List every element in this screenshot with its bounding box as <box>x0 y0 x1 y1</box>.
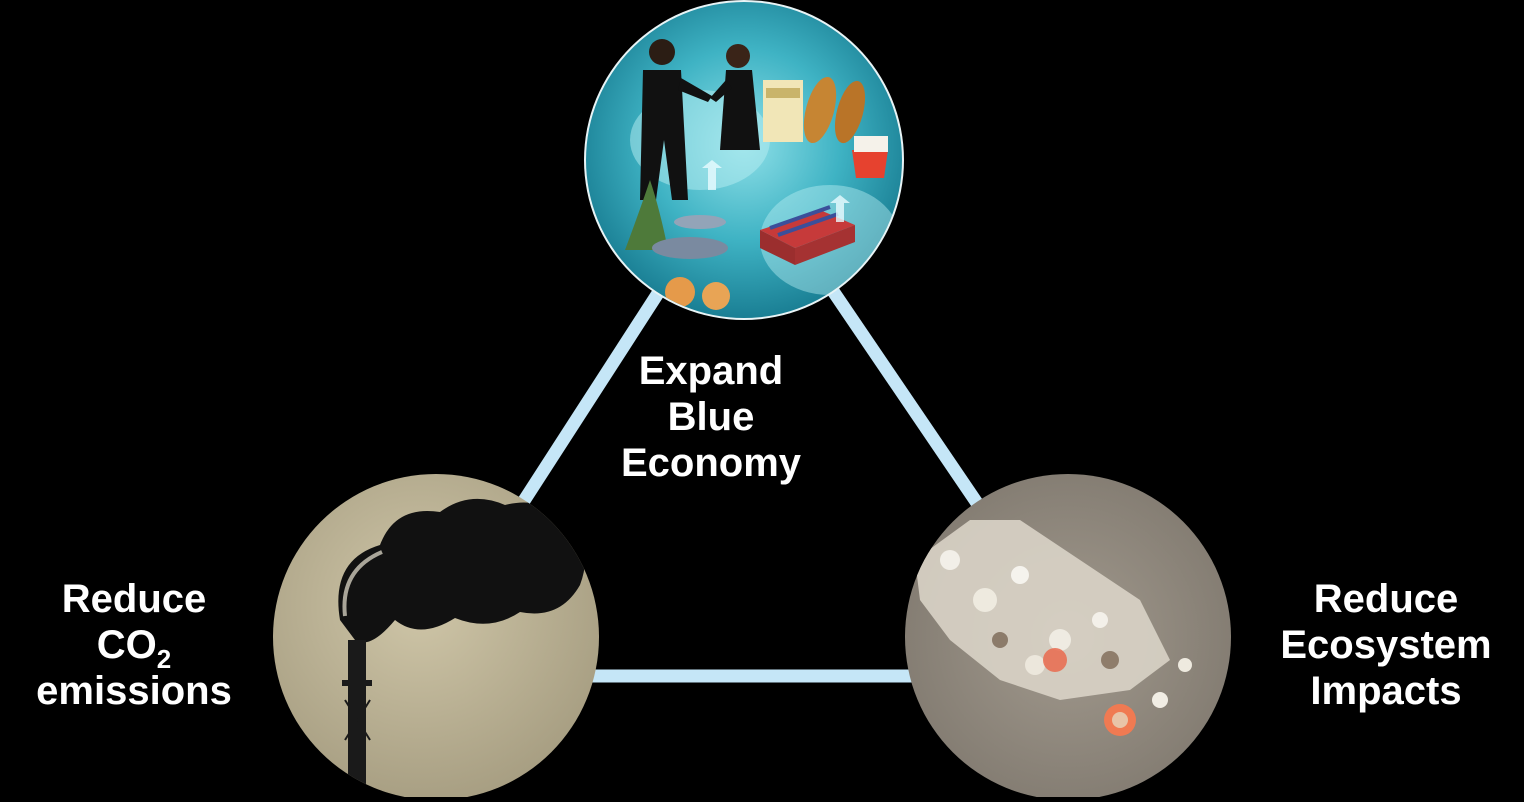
label-line: Expand <box>638 349 784 393</box>
scallop-shell <box>702 282 730 310</box>
label-line-co2: CO2 <box>0 622 268 672</box>
label-line: Impacts <box>1310 669 1462 713</box>
bread-loaf <box>803 76 837 144</box>
label-reduce-co2-emissions: Reduce CO2 emissions <box>0 576 268 714</box>
label-reduce-ecosystem-impacts: Reduce Ecosystem Impacts <box>1248 576 1524 714</box>
smoke-cloud <box>338 498 585 643</box>
label-line: Ecosystem <box>1280 623 1492 667</box>
label-expand-blue-economy: Expand Blue Economy <box>596 348 826 486</box>
co2-subscript: 2 <box>156 644 172 674</box>
businesswoman-figure <box>710 44 760 150</box>
label-line: emissions <box>36 669 232 713</box>
takeout-box <box>852 150 888 178</box>
fish <box>652 237 728 259</box>
label-line: Economy <box>620 441 802 485</box>
seaweed <box>625 180 668 250</box>
label-line: Reduce <box>61 577 207 621</box>
label-line: Reduce <box>1313 577 1459 621</box>
label-line: Blue <box>667 395 755 439</box>
factory-building <box>760 205 855 265</box>
blue-economy-image <box>584 0 904 320</box>
fish <box>674 215 726 229</box>
seafloor-image <box>905 474 1231 800</box>
sea-anemone <box>1043 648 1067 672</box>
scallop-shell <box>665 277 695 307</box>
businessman-figure <box>640 39 712 200</box>
co2-main: CO <box>96 623 157 667</box>
smokestack-image <box>273 474 599 800</box>
bread-loaf <box>834 80 866 144</box>
